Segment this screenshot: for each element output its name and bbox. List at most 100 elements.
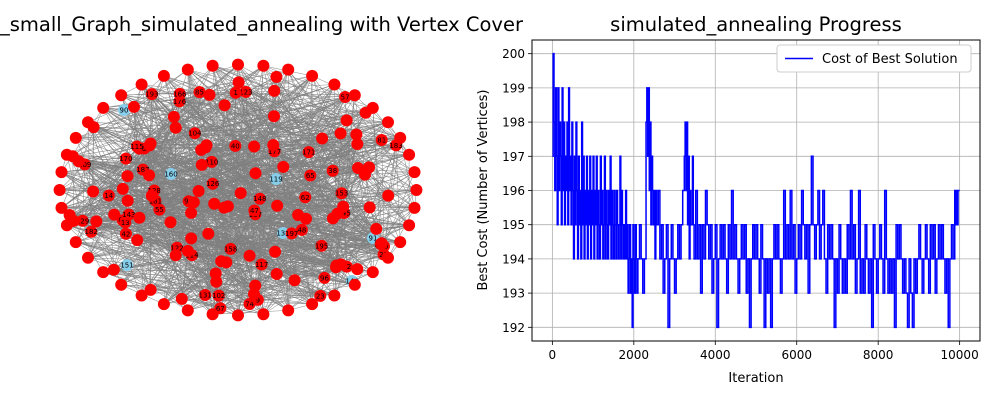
cover-node bbox=[136, 290, 148, 302]
cover-node bbox=[182, 304, 194, 316]
cover-node bbox=[282, 304, 294, 316]
cover-node bbox=[122, 195, 134, 207]
cover-node bbox=[403, 149, 415, 161]
node-label: 171 bbox=[302, 149, 315, 157]
cover-node bbox=[170, 122, 182, 134]
cover-node bbox=[165, 216, 177, 228]
node-label: 40 bbox=[231, 142, 240, 150]
cover-node bbox=[233, 76, 245, 88]
cover-node bbox=[328, 79, 340, 91]
x-tick-label: 4000 bbox=[700, 348, 731, 362]
graph-panel: _200_small_Graph_simulated_annealing wit… bbox=[0, 13, 524, 321]
cover-node bbox=[133, 212, 145, 224]
cover-node bbox=[108, 264, 120, 276]
cover-node bbox=[409, 166, 421, 178]
cover-node bbox=[90, 215, 102, 227]
cover-node bbox=[300, 213, 312, 225]
node-label: 85 bbox=[195, 89, 204, 97]
cover-node bbox=[82, 116, 94, 128]
cover-node bbox=[122, 170, 134, 182]
x-tick-label: 10000 bbox=[941, 348, 979, 362]
cover-node bbox=[219, 99, 231, 111]
node-label: 131 bbox=[199, 292, 212, 300]
cover-node bbox=[108, 209, 120, 221]
cover-node bbox=[351, 263, 363, 275]
cover-node bbox=[182, 64, 194, 76]
node-label: 1 bbox=[233, 89, 237, 97]
cover-node bbox=[143, 169, 155, 181]
cover-node bbox=[117, 183, 129, 195]
x-tick-label: 8000 bbox=[863, 348, 894, 362]
cover-node bbox=[271, 268, 283, 280]
cover-node bbox=[185, 207, 197, 219]
cover-node bbox=[82, 252, 94, 264]
y-tick-label: 196 bbox=[502, 184, 525, 198]
node-label: 182 bbox=[85, 228, 98, 236]
cover-node bbox=[330, 260, 342, 272]
cover-node bbox=[349, 89, 361, 101]
cover-node bbox=[367, 102, 379, 114]
cover-node bbox=[268, 110, 280, 122]
legend-label-cost-of-best-solution: Cost of Best Solution bbox=[822, 52, 958, 67]
node-label: 170 bbox=[119, 155, 132, 163]
x-axis-label: Iteration bbox=[728, 371, 783, 386]
cover-node bbox=[382, 190, 394, 202]
cover-node bbox=[170, 249, 182, 261]
cover-node bbox=[282, 64, 294, 76]
y-tick-label: 198 bbox=[502, 116, 525, 130]
node-label: 117 bbox=[255, 261, 268, 269]
cover-node bbox=[70, 132, 82, 144]
graph-title: _200_small_Graph_simulated_annealing wit… bbox=[0, 13, 524, 36]
node-label: 158 bbox=[224, 245, 237, 253]
x-tick-label: 0 bbox=[549, 348, 557, 362]
cover-node bbox=[394, 236, 406, 248]
node-label: 195 bbox=[315, 242, 328, 250]
cover-node bbox=[208, 198, 220, 210]
cover-node bbox=[244, 250, 256, 262]
node-label: 160 bbox=[164, 171, 177, 179]
node-label: 153 bbox=[335, 190, 348, 198]
cover-node bbox=[202, 228, 214, 240]
cover-node bbox=[403, 219, 415, 231]
node-label: 48 bbox=[297, 226, 306, 234]
node-label: 62 bbox=[301, 194, 310, 202]
cover-node bbox=[328, 290, 340, 302]
cover-node bbox=[87, 186, 99, 198]
y-tick-label: 192 bbox=[502, 321, 525, 335]
cover-node bbox=[267, 139, 279, 151]
cover-node bbox=[306, 298, 318, 310]
cover-node bbox=[97, 266, 109, 278]
cover-node bbox=[364, 201, 376, 213]
cover-node bbox=[56, 202, 68, 214]
y-tick-label: 194 bbox=[502, 252, 525, 266]
cover-node bbox=[394, 132, 406, 144]
cover-node bbox=[316, 133, 328, 145]
node-label: 38 bbox=[328, 167, 337, 175]
cover-node bbox=[70, 236, 82, 248]
cover-node bbox=[249, 280, 261, 292]
cover-node bbox=[54, 184, 66, 196]
y-tick-label: 193 bbox=[502, 287, 525, 301]
cover-node bbox=[337, 201, 349, 213]
node-label: 14 bbox=[104, 192, 113, 200]
legend: Cost of Best Solution bbox=[777, 45, 971, 72]
cover-node bbox=[128, 101, 140, 113]
cover-node bbox=[367, 266, 379, 278]
cover-node bbox=[144, 139, 156, 151]
node-label: 55 bbox=[155, 206, 164, 214]
cover-node bbox=[268, 85, 280, 97]
cover-node bbox=[352, 162, 364, 174]
node-label: 57 bbox=[341, 94, 350, 102]
cover-node bbox=[210, 276, 222, 288]
cover-node bbox=[146, 190, 158, 202]
cover-node bbox=[61, 149, 73, 161]
y-tick-label: 197 bbox=[502, 150, 525, 164]
node-label: 104 bbox=[188, 130, 202, 138]
cover-node bbox=[188, 196, 200, 208]
cover-node bbox=[185, 232, 197, 244]
x-tick-label: 6000 bbox=[781, 348, 812, 362]
